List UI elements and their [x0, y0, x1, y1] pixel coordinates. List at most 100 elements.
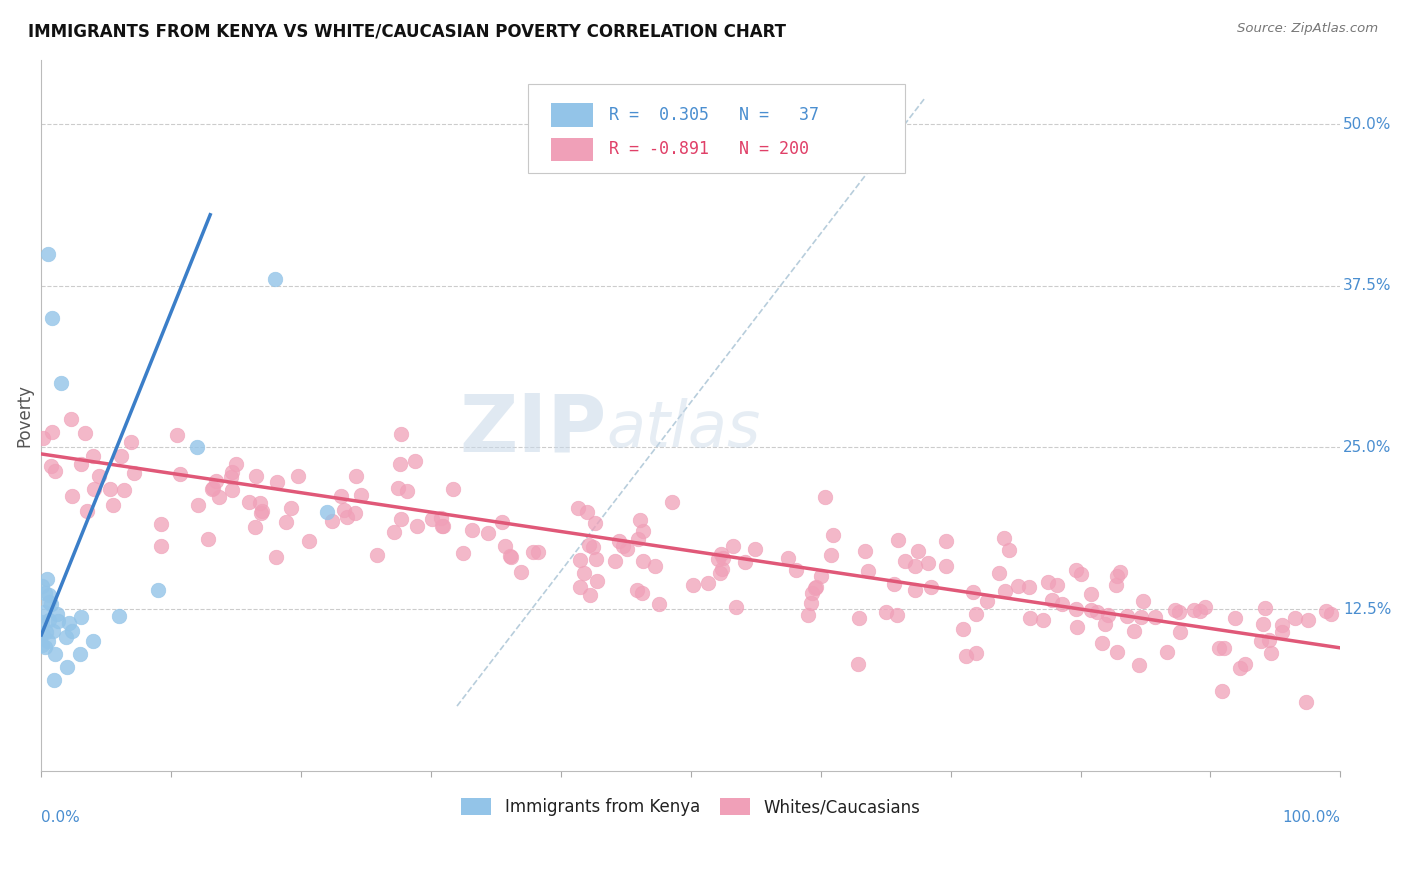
Point	[477, 526, 499, 541]
Point	[744, 542, 766, 557]
Point	[122, 466, 145, 480]
Point	[169, 467, 191, 482]
Point	[420, 511, 443, 525]
Point	[46, 607, 69, 621]
Point	[707, 552, 730, 566]
Point	[89, 468, 111, 483]
Point	[494, 539, 516, 553]
Text: 37.5%: 37.5%	[1343, 278, 1392, 293]
Point	[39, 597, 62, 611]
Point	[574, 566, 596, 580]
Point	[998, 542, 1021, 557]
Point	[1182, 603, 1205, 617]
Point	[1229, 661, 1251, 675]
Point	[800, 596, 823, 610]
Point	[280, 500, 302, 515]
Point	[249, 495, 271, 509]
Point	[576, 506, 599, 520]
Point	[522, 545, 544, 559]
Point	[1156, 645, 1178, 659]
Point	[120, 435, 142, 450]
Point	[37, 633, 59, 648]
Point	[875, 605, 897, 619]
Point	[37, 572, 59, 586]
Point	[205, 474, 228, 488]
Point	[820, 548, 842, 562]
Text: 0.0%: 0.0%	[41, 810, 80, 825]
Point	[1254, 601, 1277, 615]
Point	[1223, 611, 1246, 625]
Point	[1271, 624, 1294, 639]
Point	[264, 549, 287, 564]
Point	[31, 579, 53, 593]
Point	[723, 539, 745, 553]
Point	[1128, 657, 1150, 672]
Point	[202, 481, 225, 495]
Point	[82, 634, 104, 648]
Point	[461, 523, 484, 537]
Text: ZIP: ZIP	[460, 391, 606, 468]
Point	[49, 376, 72, 390]
Point	[98, 482, 121, 496]
Point	[46, 614, 69, 628]
Point	[886, 533, 908, 548]
Point	[112, 483, 135, 497]
Point	[527, 545, 550, 559]
Point	[1018, 580, 1040, 594]
Point	[1046, 578, 1069, 592]
Point	[44, 648, 66, 662]
Point	[1105, 578, 1128, 592]
Point	[987, 566, 1010, 581]
Point	[1189, 604, 1212, 618]
Point	[725, 599, 748, 614]
Point	[1233, 657, 1256, 672]
Text: IMMIGRANTS FROM KENYA VS WHITE/CAUCASIAN POVERTY CORRELATION CHART: IMMIGRANTS FROM KENYA VS WHITE/CAUCASIAN…	[28, 22, 786, 40]
Point	[406, 519, 429, 533]
Point	[1094, 616, 1116, 631]
Point	[225, 457, 247, 471]
Point	[965, 646, 987, 660]
Point	[955, 649, 977, 664]
Point	[582, 540, 605, 554]
Point	[578, 538, 600, 552]
Point	[166, 427, 188, 442]
Point	[60, 411, 83, 425]
Point	[797, 608, 820, 623]
Point	[648, 597, 671, 611]
Point	[585, 551, 607, 566]
Point	[569, 553, 592, 567]
Point	[994, 584, 1017, 599]
FancyBboxPatch shape	[551, 103, 593, 127]
Point	[814, 490, 837, 504]
Point	[389, 512, 412, 526]
Point	[441, 482, 464, 496]
Point	[287, 468, 309, 483]
Point	[810, 569, 832, 583]
Point	[201, 482, 224, 496]
Text: R = -0.891   N = 200: R = -0.891 N = 200	[609, 140, 808, 159]
Point	[219, 470, 242, 484]
Text: 12.5%: 12.5%	[1343, 601, 1392, 616]
Point	[1260, 646, 1282, 660]
Point	[711, 562, 734, 576]
Point	[150, 516, 173, 531]
Point	[404, 453, 426, 467]
Point	[1007, 579, 1029, 593]
Point	[70, 457, 93, 471]
Point	[1143, 609, 1166, 624]
Point	[34, 640, 56, 655]
Point	[804, 580, 827, 594]
Point	[38, 613, 60, 627]
Point	[44, 464, 66, 478]
Point	[607, 534, 630, 549]
Point	[316, 505, 339, 519]
Point	[389, 458, 412, 472]
Text: Source: ZipAtlas.com: Source: ZipAtlas.com	[1237, 22, 1378, 36]
Point	[904, 582, 927, 597]
Point	[1032, 613, 1054, 627]
Point	[62, 624, 84, 639]
Point	[709, 566, 731, 580]
Point	[55, 630, 77, 644]
Point	[567, 501, 589, 516]
Point	[110, 449, 132, 463]
